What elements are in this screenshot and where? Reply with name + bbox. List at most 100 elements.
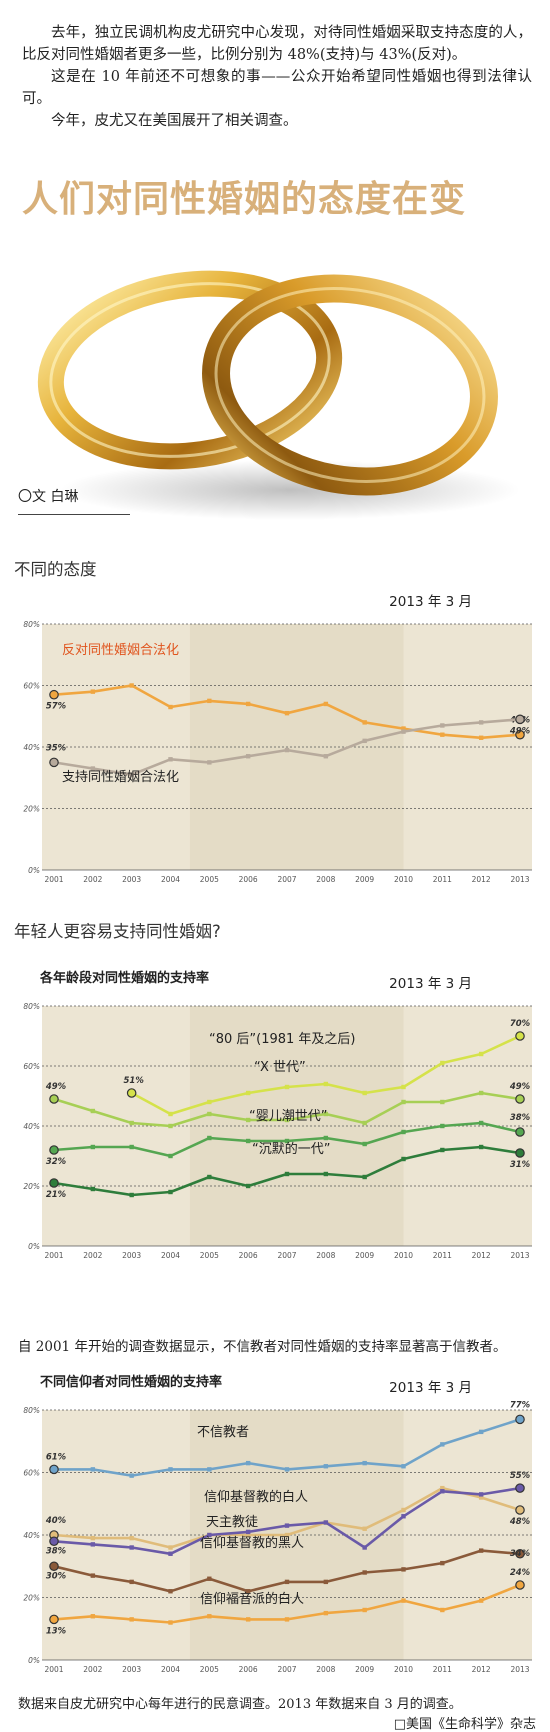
x-tick-label: 2003: [122, 1251, 141, 1260]
data-point: [284, 1617, 290, 1622]
x-tick-label: 2011: [433, 1251, 452, 1260]
x-tick-label: 2013: [510, 1251, 529, 1260]
y-tick-label: 20%: [23, 1594, 40, 1603]
data-label-start: 30%: [46, 1571, 67, 1581]
data-point: [478, 1144, 484, 1150]
data-label-start: 49%: [45, 1082, 67, 1092]
data-point: [284, 1467, 290, 1472]
series-name-label: 信仰基督教的白人: [204, 1489, 308, 1505]
data-point: [207, 1532, 212, 1538]
y-tick-label: 0%: [28, 866, 40, 875]
data-point: [49, 1094, 59, 1104]
x-tick-label: 2010: [394, 1665, 413, 1674]
x-tick-label: 2001: [44, 1251, 63, 1260]
data-point: [284, 1138, 290, 1144]
series-name-label: “沉默的一代”: [252, 1141, 330, 1157]
x-tick-label: 2008: [316, 875, 335, 884]
data-point: [440, 1607, 445, 1613]
data-point: [515, 1483, 525, 1493]
data-point: [323, 754, 329, 759]
data-point: [90, 1144, 96, 1150]
data-label-start: 21%: [46, 1190, 67, 1200]
data-point: [478, 1090, 484, 1096]
data-point: [90, 766, 96, 771]
x-tick-label: 2005: [200, 875, 219, 884]
series-name-label: “X 世代”: [254, 1060, 306, 1075]
x-tick-label: 2012: [472, 875, 491, 884]
x-tick-label: 2011: [433, 875, 452, 884]
data-point: [478, 1495, 484, 1500]
data-point: [245, 1460, 251, 1466]
y-tick-label: 60%: [23, 682, 40, 691]
data-point: [90, 1614, 96, 1619]
data-point: [401, 1099, 406, 1105]
data-point: [440, 1123, 445, 1129]
data-label-end: 38%: [510, 1113, 531, 1123]
data-label-end: 48%: [509, 1517, 531, 1527]
data-point: [515, 729, 525, 740]
data-point: [245, 1532, 251, 1538]
data-point: [362, 720, 367, 725]
chart-attitudes: 0% 20% 40% 60% 80% 2001 2002 2003 2004 2005 2006 20…: [23, 594, 532, 884]
data-point: [245, 1589, 251, 1594]
data-label-end: 70%: [510, 1019, 531, 1029]
data-point: [168, 1111, 173, 1117]
x-tick-label: 2012: [472, 1665, 491, 1674]
x-tick-label: 2010: [394, 1251, 413, 1260]
intro-paragraph-3: 今年，皮尤又在美国展开了相关调查。: [51, 113, 298, 129]
chart-date: 2013 年 3 月: [389, 1380, 472, 1396]
data-point: [207, 1576, 212, 1581]
data-point: [207, 698, 212, 704]
data-point: [207, 1467, 212, 1472]
x-tick-label: 2013: [510, 1665, 529, 1674]
data-point: [245, 1617, 251, 1622]
y-tick-label: 80%: [23, 1002, 40, 1011]
data-point: [401, 1514, 406, 1519]
data-point: [207, 1135, 212, 1141]
data-label-start: 51%: [123, 1076, 144, 1086]
data-point: [515, 1414, 525, 1425]
data-point: [478, 1120, 484, 1126]
data-point: [90, 1542, 96, 1547]
series-name-label: “80 后”(1981 年及之后): [209, 1032, 356, 1047]
data-point: [478, 1598, 484, 1603]
data-point: [362, 1174, 367, 1180]
x-tick-label: 2006: [239, 1665, 258, 1674]
intro-text: 去年，独立民调机构皮尤研究中心发现，对待同性婚姻采取支持态度的人，比反对同性婚姻…: [22, 22, 532, 132]
byline-divider: [18, 514, 130, 515]
intro-paragraph-1: 去年，独立民调机构皮尤研究中心发现，对待同性婚姻采取支持态度的人，比反对同性婚姻…: [22, 25, 532, 63]
y-tick-label: 60%: [23, 1062, 40, 1071]
data-point: [49, 1178, 59, 1188]
data-point: [401, 726, 406, 731]
x-tick-label: 2007: [277, 875, 296, 884]
x-tick-label: 2011: [433, 1665, 452, 1674]
data-point: [401, 1156, 406, 1162]
data-label-start: 40%: [45, 1516, 67, 1526]
data-point: [207, 1174, 212, 1180]
data-point: [129, 683, 134, 688]
data-point: [515, 1548, 525, 1559]
x-tick-label: 2003: [122, 1665, 141, 1674]
data-point: [245, 754, 251, 759]
series-name-label: 支持同性婚姻合法化: [62, 770, 179, 785]
x-tick-label: 2007: [277, 1251, 296, 1260]
data-point: [129, 1192, 134, 1198]
data-point: [49, 1614, 59, 1625]
data-point: [90, 1467, 96, 1472]
series-name-label: 反对同性婚姻合法化: [62, 643, 179, 658]
footer-magazine: □美国《生命科学》杂志: [393, 1717, 536, 1732]
data-point: [129, 1579, 134, 1585]
x-tick-label: 2005: [200, 1251, 219, 1260]
data-point: [245, 701, 251, 707]
y-tick-label: 40%: [23, 1531, 40, 1540]
x-tick-label: 2009: [355, 1665, 374, 1674]
data-point: [323, 1464, 329, 1469]
x-tick-label: 2010: [394, 875, 413, 884]
series-name-label: “婴儿潮世代”: [249, 1109, 327, 1124]
data-label-end: 77%: [510, 1400, 531, 1410]
x-tick-label: 2002: [83, 1665, 102, 1674]
data-point: [168, 1545, 173, 1550]
data-point: [440, 1485, 445, 1491]
data-point: [440, 732, 445, 737]
data-point: [284, 1117, 290, 1123]
